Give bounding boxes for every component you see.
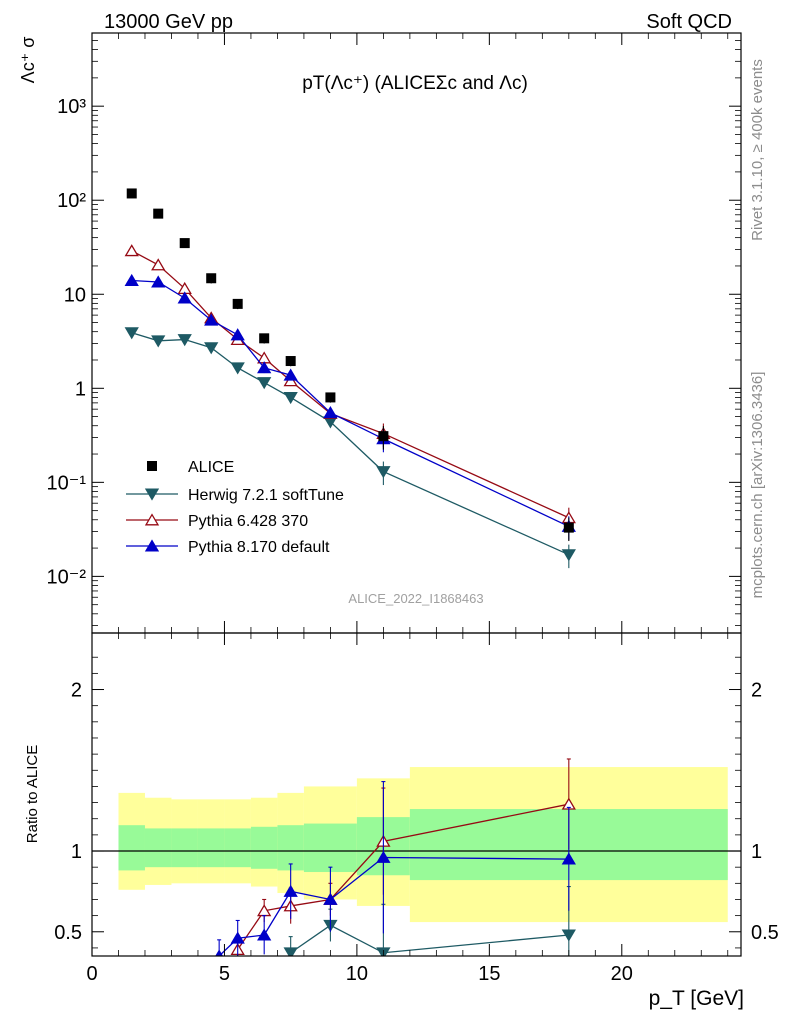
y-tick-label: 10⁻² — [47, 566, 87, 588]
ratio-panel-frame — [91, 632, 742, 957]
y-tick-label: 10³ — [57, 96, 86, 118]
herwig-point — [230, 362, 245, 375]
herwig-point — [151, 335, 166, 348]
pythia8-point — [323, 406, 338, 419]
legend-label-pythia8: Pythia 8.170 default — [188, 539, 330, 556]
main-panel: 10⁻² 10⁻¹ 1 10 10² 10³ pT(Λc⁺) (ALICEΣc and Λ… — [18, 32, 742, 634]
alice-point — [232, 298, 243, 309]
herwig-point — [177, 334, 192, 347]
rivet-label: Rivet 3.1.10, ≥ 400k events — [749, 59, 766, 241]
pythia6-point — [151, 258, 166, 271]
pythia8-point — [204, 313, 219, 326]
x-tick-label: 10 — [346, 963, 368, 985]
ratio-panel: 0.5 0.51 12 20 5 10 15 20 Ratio to ALICE p_T [G… — [24, 632, 779, 1010]
legend-marker-herwig — [144, 488, 160, 501]
alice-point — [153, 208, 164, 219]
y-tick-label: 10⁻¹ — [47, 472, 87, 494]
herwig-point — [561, 549, 576, 562]
herwig-point — [283, 391, 298, 405]
analysis-watermark: ALICE_2022_I1868463 — [348, 591, 483, 606]
pythia8-point — [257, 361, 272, 374]
y-axis-label-top: Λc⁺ σ — [18, 37, 38, 84]
legend-marker-alice — [147, 461, 157, 471]
herwig-point — [204, 342, 219, 355]
herwig-point — [124, 327, 139, 340]
pythia8-point — [151, 275, 166, 288]
alice-point — [325, 392, 336, 403]
uncertainty-band-inner — [197, 828, 225, 868]
alice-point — [378, 431, 389, 442]
alice-point — [206, 273, 217, 284]
ratio-y-tick-label-right: 2 — [751, 680, 762, 702]
uncertainty-band-inner — [118, 825, 145, 871]
pythia8-ratio-point — [283, 884, 298, 897]
alice-point — [259, 333, 270, 344]
x-tick-label: 20 — [611, 963, 633, 985]
header-left: 13000 GeV pp — [104, 11, 233, 33]
legend-label-alice: ALICE — [188, 459, 234, 476]
uncertainty-band-inner — [144, 828, 172, 868]
x-axis-label: p_T [GeV] — [649, 987, 744, 1010]
ratio-y-tick-label-right: 0.5 — [751, 922, 779, 944]
chart-title: pT(Λc⁺) (ALICEΣc and Λc) — [302, 73, 528, 94]
pythia8-line — [131, 279, 570, 527]
legend-marker-pythia8 — [144, 539, 160, 552]
y-tick-label: 10² — [57, 190, 86, 212]
herwig-point — [257, 377, 272, 390]
ratio-y-tick-label-left: 1 — [71, 841, 82, 863]
x-tick-label: 15 — [478, 963, 500, 985]
pythia8-ratio-point — [230, 931, 245, 944]
pythia8-ratio-point — [323, 892, 338, 905]
herwig-ratio-line — [290, 924, 569, 954]
legend-label-herwig: Herwig 7.2.1 softTune — [188, 487, 344, 504]
pythia6-ratio-line — [237, 803, 569, 950]
pythia8-ratio-point — [257, 928, 272, 941]
pythia8-ratio-point — [561, 852, 576, 865]
x-tick-label: 5 — [219, 963, 230, 985]
alice-point — [285, 356, 296, 367]
uncertainty-band-inner — [250, 826, 278, 869]
pythia8-point — [124, 273, 139, 286]
alice-point — [126, 188, 137, 199]
header-right: Soft QCD — [646, 11, 732, 33]
ratio-y-tick-label-left: 0.5 — [54, 922, 82, 944]
pythia8-ratio-point — [376, 850, 391, 863]
herwig-line — [131, 332, 570, 556]
legend: ALICE Herwig 7.2.1 softTune Pythia 6.428 3… — [126, 459, 344, 556]
x-tick-label: 0 — [86, 963, 97, 985]
alice-point — [563, 522, 574, 533]
ratio-y-tick-label-left: 2 — [71, 680, 82, 702]
pythia6-line — [131, 250, 570, 519]
legend-label-pythia6: Pythia 6.428 370 — [188, 513, 308, 530]
y-axis-label-ratio: Ratio to ALICE — [24, 745, 41, 843]
pythia8-point — [177, 291, 192, 304]
uncertainty-band-inner — [171, 828, 198, 868]
herwig-point — [376, 466, 391, 479]
pythia6-point — [124, 244, 139, 257]
pythia8-point — [283, 368, 298, 381]
y-tick-label: 10 — [64, 284, 86, 306]
y-tick-label: 1 — [75, 378, 86, 400]
ratio-y-tick-label-right: 1 — [751, 841, 762, 863]
legend-marker-pythia6 — [144, 513, 160, 526]
herwig-ratio-point — [561, 929, 576, 942]
mcplots-label: mcplots.cern.ch [arXiv:1306.3436] — [749, 372, 766, 599]
uncertainty-band-inner — [224, 828, 251, 868]
uncertainty-band-inner — [303, 823, 357, 873]
herwig-ratio-point — [283, 947, 298, 956]
alice-point — [179, 238, 190, 249]
uncertainty-band-inner — [277, 825, 304, 871]
pythia8-point — [230, 328, 245, 341]
